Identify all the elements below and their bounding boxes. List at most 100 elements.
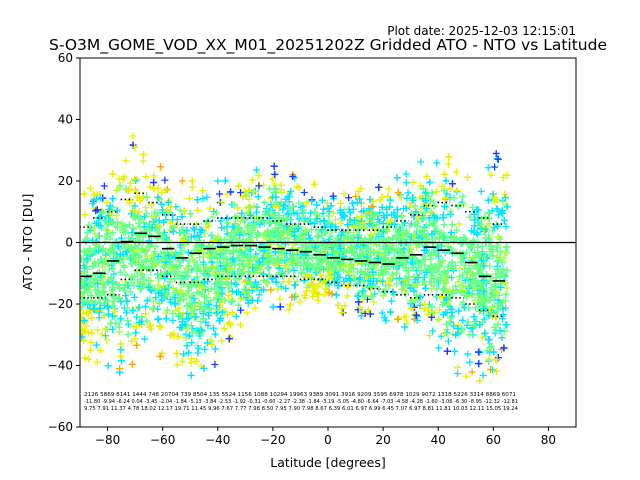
data-point [331, 277, 339, 285]
data-point [116, 284, 124, 292]
data-point [497, 283, 505, 291]
data-point [242, 192, 250, 200]
data-point [331, 242, 339, 250]
data-point [416, 205, 424, 213]
data-point [448, 221, 456, 229]
data-point [322, 285, 330, 293]
data-point [458, 282, 466, 290]
data-point [87, 339, 95, 347]
data-point [246, 211, 254, 219]
data-point [498, 315, 506, 323]
data-point [226, 250, 234, 258]
data-point [494, 320, 502, 328]
data-point [143, 252, 151, 260]
data-point [116, 268, 124, 276]
data-point [499, 173, 507, 181]
data-point [502, 223, 510, 231]
data-point [113, 186, 121, 194]
data-point [309, 287, 317, 295]
data-point [232, 288, 240, 296]
data-point [429, 217, 437, 225]
data-point [199, 258, 207, 266]
data-point [464, 282, 472, 290]
data-point [450, 194, 458, 202]
data-point [416, 301, 424, 309]
data-point [440, 221, 448, 229]
data-point [155, 195, 163, 203]
data-point [293, 183, 301, 191]
data-point [196, 305, 204, 313]
data-point [350, 216, 358, 224]
data-point [322, 242, 330, 250]
data-point [89, 262, 97, 270]
data-point [450, 237, 458, 245]
data-point [443, 273, 451, 281]
data-point [436, 274, 444, 282]
data-point [429, 239, 437, 247]
data-point [164, 252, 172, 260]
data-point [212, 302, 220, 310]
data-point [80, 337, 88, 345]
data-point [146, 183, 154, 191]
data-point [437, 229, 445, 237]
data-point [116, 365, 124, 373]
data-point [356, 195, 364, 203]
data-point [260, 198, 268, 206]
data-point [447, 244, 455, 252]
data-point [191, 226, 199, 234]
data-point [122, 292, 130, 300]
data-point [94, 286, 102, 294]
data-point [435, 233, 443, 241]
data-point [474, 230, 482, 238]
data-point [447, 228, 455, 236]
data-point [98, 275, 106, 283]
data-point [87, 291, 95, 299]
data-point [207, 284, 215, 292]
data-point [304, 265, 312, 273]
data-point [91, 305, 99, 313]
data-point [210, 244, 218, 252]
data-point [492, 367, 500, 375]
data-point [407, 284, 415, 292]
data-point [226, 232, 234, 240]
data-point [135, 253, 143, 261]
data-point [228, 228, 236, 236]
data-point [96, 346, 104, 354]
data-point [238, 209, 246, 217]
data-point [102, 226, 110, 234]
data-point [92, 341, 100, 349]
data-point [131, 186, 139, 194]
data-point [464, 350, 472, 358]
data-point [433, 285, 441, 293]
data-point [406, 222, 414, 230]
data-point [169, 316, 177, 324]
data-point [160, 248, 168, 256]
data-point [423, 200, 431, 208]
data-point [173, 216, 181, 224]
data-point [217, 262, 225, 270]
data-point [183, 342, 191, 350]
data-point [452, 286, 460, 294]
data-point [176, 253, 184, 261]
data-point [300, 277, 308, 285]
data-point [493, 356, 501, 364]
data-point [287, 257, 295, 265]
data-point [325, 279, 333, 287]
data-point [419, 185, 427, 193]
data-point [422, 268, 430, 276]
data-point [135, 261, 143, 269]
data-point [474, 243, 482, 251]
data-point [147, 321, 155, 329]
data-point [386, 308, 394, 316]
data-point [280, 234, 288, 242]
data-point [173, 361, 181, 369]
data-point [252, 285, 260, 293]
data-point [386, 274, 394, 282]
data-point [500, 273, 508, 281]
data-point [171, 275, 179, 283]
data-point [205, 311, 213, 319]
data-point [363, 244, 371, 252]
data-point [123, 297, 131, 305]
data-point [208, 231, 216, 239]
data-point [135, 303, 143, 311]
